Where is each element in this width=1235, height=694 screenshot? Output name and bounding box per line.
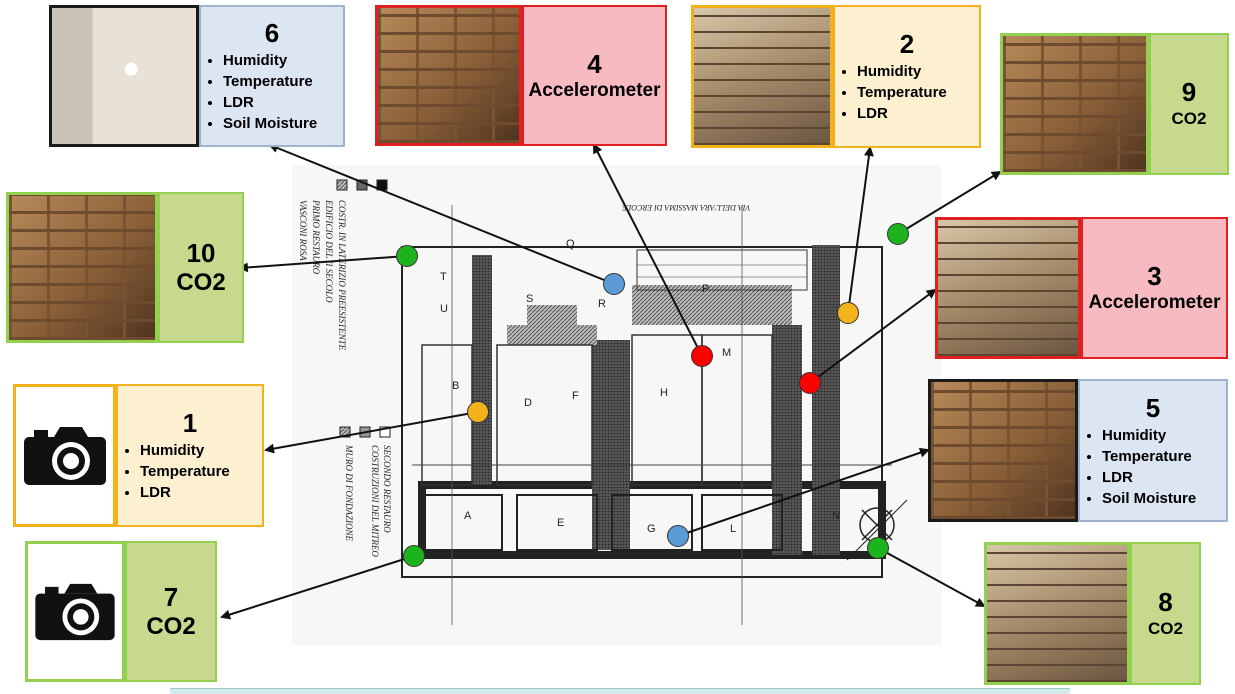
room-label: T [440, 271, 447, 283]
sensor-5-label: 5 Humidity Temperature LDR Soil Moisture [1078, 379, 1228, 522]
sensor-9-title: CO2 [1171, 109, 1207, 128]
plan-legend-2: EDIFICIO DEL II SECOLO [324, 200, 334, 303]
sensor-7-number: 7 [163, 581, 179, 612]
sensor-6-item: LDR [223, 92, 317, 113]
room-label: F [572, 390, 579, 402]
sensor-9-photo [1000, 33, 1149, 175]
sensor-9-label: 9 CO2 [1149, 33, 1229, 175]
sensor-5-list: Humidity Temperature LDR Soil Moisture [1080, 425, 1196, 509]
sensor-1-label: 1 Humidity Temperature LDR [116, 384, 264, 527]
sensor-2-label: 2 Humidity Temperature LDR [833, 5, 981, 148]
sensor-5-item: Humidity [1102, 425, 1196, 446]
sensor-dot-5[interactable] [667, 525, 689, 547]
sensor-2-item: Humidity [857, 61, 947, 82]
room-label: H [660, 387, 668, 399]
sensor-1-item: Humidity [140, 440, 230, 461]
sensor-8-photo [984, 542, 1130, 685]
sensor-2-photo [691, 5, 833, 148]
floor-plan: VIA DELL'ARA MASSIMA DI ERCOLE COSTR. IN… [292, 165, 942, 645]
sensor-2-number: 2 [899, 29, 915, 59]
plan-legend-7: VASCONI ROSA [298, 200, 308, 261]
room-label: R [598, 298, 606, 310]
sensor-2-item: LDR [857, 103, 947, 124]
plan-street-label: VIA DELL'ARA MASSIMA DI ERCOLE [622, 203, 751, 212]
sensor-4-number: 4 [587, 48, 602, 79]
sensor-6-item: Temperature [223, 71, 317, 92]
plan-legend-1: COSTR. IN LATERIZIO PREESISTENTE [337, 200, 347, 351]
room-label: D [524, 397, 532, 409]
room-label: U [440, 303, 448, 315]
sensor-6-item: Soil Moisture [223, 113, 317, 134]
camera-icon [23, 426, 106, 485]
sensor-6-item: Humidity [223, 50, 317, 71]
sensor-10-number: 10 [186, 237, 216, 268]
sensor-dot-2[interactable] [837, 302, 859, 324]
room-label: M [722, 347, 732, 359]
sensor-4-title: Accelerometer [528, 79, 661, 101]
room-label: L [730, 523, 737, 535]
room-label: N [832, 510, 840, 522]
room-label: A [464, 510, 472, 522]
sensor-1-number: 1 [182, 408, 198, 438]
sensor-5-number: 5 [1145, 392, 1161, 423]
sensor-dot-1[interactable] [467, 401, 489, 423]
sensor-3-label: 3 Accelerometer [1081, 217, 1228, 359]
sensor-7-label: 7 CO2 [125, 541, 217, 682]
sensor-5-photo [928, 379, 1078, 522]
sensor-5-item: Temperature [1102, 446, 1196, 467]
sensor-3-title: Accelerometer [1088, 292, 1221, 313]
plan-legend-4: SECONDO RESTAURO [382, 445, 392, 533]
sensor-1-list: Humidity Temperature LDR [118, 440, 230, 503]
sensor-2-item: Temperature [857, 82, 947, 103]
sensor-8-title: CO2 [1148, 618, 1183, 638]
sensor-5-item: LDR [1102, 467, 1196, 488]
camera-icon [35, 583, 115, 640]
plan-legend-5: COSTRUZIONI DEL MITREO [370, 445, 380, 557]
sensor-1-item: LDR [140, 482, 230, 503]
sensor-8-number: 8 [1158, 586, 1173, 617]
sensor-3-number: 3 [1147, 261, 1162, 291]
sensor-4-photo [375, 5, 522, 146]
sensor-6-photo [49, 5, 199, 147]
sensor-6-number: 6 [264, 18, 280, 48]
sensor-4-label: 4 Accelerometer [522, 5, 667, 146]
room-label: Q [566, 238, 575, 250]
sensor-dot-8[interactable] [867, 537, 889, 559]
room-label: G [647, 523, 656, 535]
room-label: E [557, 517, 565, 529]
sensor-dot-6[interactable] [603, 273, 625, 295]
sensor-1-photo [13, 384, 116, 527]
room-label: P [702, 283, 710, 295]
sensor-2-list: Humidity Temperature LDR [835, 61, 947, 124]
sensor-6-label: 6 Humidity Temperature LDR Soil Moisture [199, 5, 345, 147]
sensor-1-item: Temperature [140, 461, 230, 482]
bottom-strip [170, 688, 1070, 694]
sensor-dot-7[interactable] [403, 545, 425, 567]
sensor-10-label: 10 CO2 [158, 192, 244, 343]
sensor-10-photo [6, 192, 158, 343]
room-label: S [526, 293, 534, 305]
sensor-7-photo [25, 541, 125, 682]
sensor-dot-4[interactable] [691, 345, 713, 367]
sensor-3-photo [935, 217, 1081, 359]
sensor-5-item: Soil Moisture [1102, 488, 1196, 509]
plan-legend-6: MURO DI FONDAZIONE [344, 445, 354, 541]
sensor-10-title: CO2 [176, 268, 226, 296]
sensor-6-list: Humidity Temperature LDR Soil Moisture [201, 50, 317, 134]
room-label: B [452, 380, 460, 392]
sensor-dot-10[interactable] [396, 245, 418, 267]
floor-plan-drawing [336, 179, 908, 625]
sensor-9-number: 9 [1181, 77, 1197, 107]
plan-legend-3: PRIMO RESTAURO [311, 200, 321, 275]
sensor-dot-3[interactable] [799, 372, 821, 394]
sensor-7-title: CO2 [146, 612, 196, 640]
sensor-dot-9[interactable] [887, 223, 909, 245]
sensor-8-label: 8 CO2 [1130, 542, 1201, 685]
